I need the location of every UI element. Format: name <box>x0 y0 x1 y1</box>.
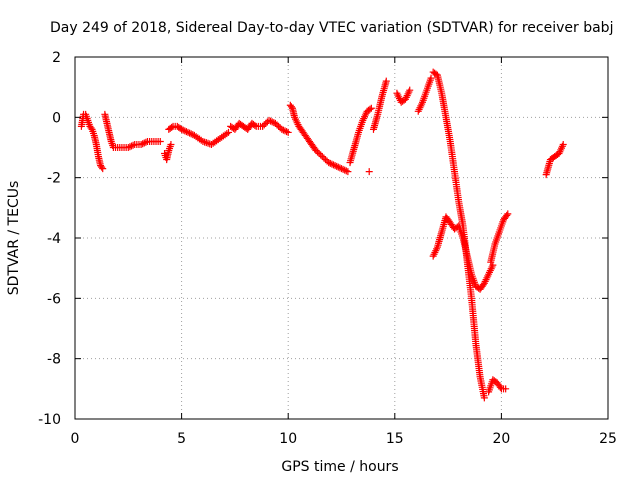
data-point <box>427 74 435 82</box>
data-point <box>124 144 132 151</box>
data-point <box>559 140 567 148</box>
data-point <box>287 103 295 111</box>
data-point <box>265 116 273 124</box>
x-tick-label: 25 <box>599 431 617 447</box>
data-point <box>334 163 342 171</box>
chart-title: Day 249 of 2018, Sidereal Day-to-day VTE… <box>50 20 613 36</box>
data-point <box>344 168 352 176</box>
x-tick-label: 10 <box>279 431 297 447</box>
data-point <box>273 121 281 129</box>
data-point <box>184 128 192 136</box>
data-point <box>251 121 259 129</box>
data-point <box>87 124 95 132</box>
data-point <box>341 166 349 174</box>
data-point <box>314 148 322 156</box>
data-point <box>284 128 292 136</box>
grid-lines <box>75 57 608 419</box>
data-point <box>186 129 194 137</box>
data-point <box>330 161 338 169</box>
data-point <box>318 153 326 161</box>
data-point <box>480 394 488 402</box>
data-point <box>504 210 512 218</box>
data-point <box>279 126 287 134</box>
data-point <box>178 125 186 133</box>
data-point <box>187 130 195 138</box>
data-point <box>406 86 414 94</box>
y-tick-label: -10 <box>38 412 61 428</box>
data-point <box>496 383 504 391</box>
data-point <box>139 140 147 148</box>
data-point <box>317 151 325 159</box>
data-point <box>142 138 150 146</box>
data-point <box>201 138 209 146</box>
y-tick-label: -8 <box>47 352 61 368</box>
data-point <box>126 143 134 151</box>
data-point <box>315 150 323 158</box>
data-point <box>225 128 233 136</box>
data-point <box>502 385 510 393</box>
data-point <box>366 105 374 113</box>
data-point <box>320 154 328 162</box>
data-point <box>336 164 344 172</box>
data-point <box>278 125 286 133</box>
data-point <box>268 118 276 126</box>
data-point <box>382 77 390 85</box>
plot-frame <box>74 56 609 420</box>
data-point <box>322 156 330 164</box>
y-tick-label: 2 <box>52 50 61 66</box>
data-point <box>328 160 336 168</box>
data-point <box>182 128 190 136</box>
data-point <box>342 167 350 175</box>
x-tick-label: 0 <box>71 431 80 447</box>
data-point <box>127 142 135 150</box>
x-tick-label: 15 <box>386 431 404 447</box>
data-point <box>333 162 341 170</box>
x-axis-label: GPS time / hours <box>281 459 398 475</box>
data-point <box>129 141 137 149</box>
y-tick-labels: -10 -8 -6 -4 -2 0 2 <box>38 50 61 428</box>
data-point <box>339 165 347 173</box>
data-point <box>181 127 189 135</box>
data-point <box>168 123 176 131</box>
data-point <box>338 165 345 173</box>
y-tick-label: -6 <box>47 291 61 307</box>
data-point <box>137 140 145 148</box>
x-tick-label: 20 <box>492 431 510 447</box>
y-tick-label: -2 <box>47 171 61 187</box>
x-tick-labels: 0 5 10 15 20 25 <box>71 431 617 447</box>
data-point <box>202 139 210 147</box>
data-point <box>99 165 107 173</box>
data-point <box>199 137 207 145</box>
data-point <box>281 127 289 135</box>
data-point <box>167 140 175 148</box>
y-axis-label: SDTVAR / TECUs <box>6 181 22 296</box>
data-point <box>179 126 187 134</box>
data-point <box>503 211 511 219</box>
data-point <box>283 128 291 136</box>
data-point <box>331 162 339 170</box>
data-point <box>140 139 148 147</box>
data-point <box>223 130 231 138</box>
data-point <box>206 140 214 148</box>
data-point <box>367 104 375 112</box>
data-point <box>365 168 373 176</box>
data-point <box>98 163 106 171</box>
data-point <box>312 147 320 155</box>
data-point <box>275 122 283 130</box>
data-point <box>267 117 275 125</box>
data-point <box>259 122 267 130</box>
y-tick-label: -4 <box>47 231 61 247</box>
data-point <box>271 119 279 127</box>
axis-ticks <box>74 56 609 420</box>
data-point <box>260 121 268 129</box>
data-point <box>156 137 164 145</box>
y-tick-label: 0 <box>52 110 61 126</box>
x-tick-label: 5 <box>177 431 186 447</box>
data-point <box>325 159 333 167</box>
data-point <box>326 159 334 167</box>
data-point <box>262 119 270 127</box>
data-markers <box>77 68 567 402</box>
